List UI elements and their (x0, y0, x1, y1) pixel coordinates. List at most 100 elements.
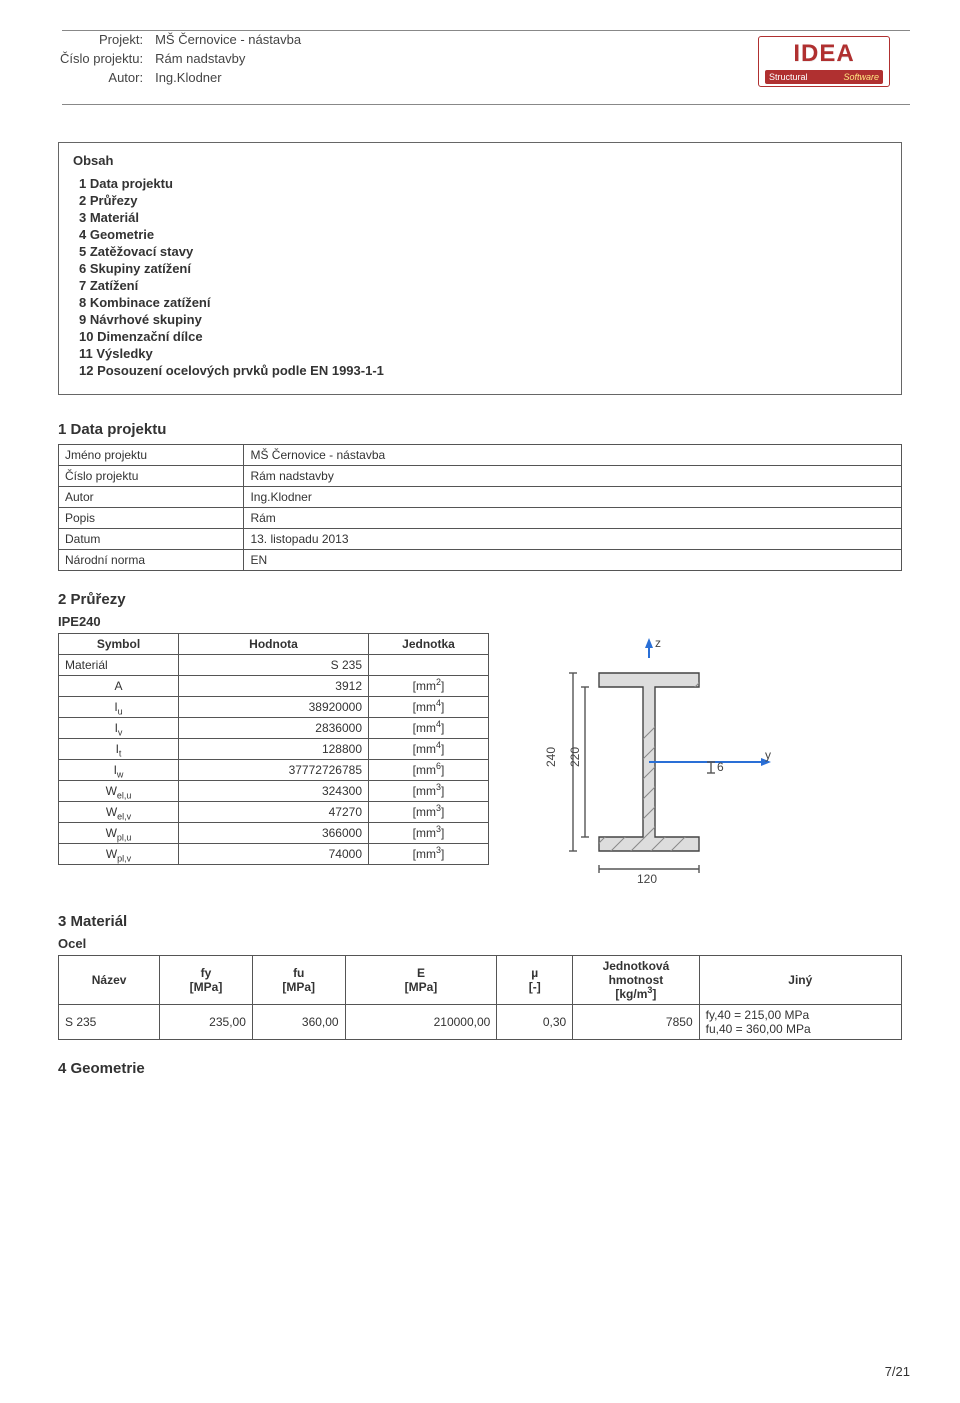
sp-sym: Wpl,u (59, 823, 179, 844)
pd-key: Jméno projektu (59, 445, 244, 466)
sp-sym: Wel,u (59, 781, 179, 802)
contents-item: 1 Data projektu (79, 176, 887, 191)
pd-val: 13. listopadu 2013 (244, 529, 902, 550)
sp-sym: A (59, 676, 179, 697)
header-label-projekt: Projekt: (54, 30, 149, 49)
axis-z-label: z (655, 636, 661, 650)
sp-head-hodnota: Hodnota (179, 634, 369, 655)
sp-unit: [mm4] (369, 739, 489, 760)
mat-mu: 0,30 (497, 1005, 573, 1040)
mat-fy: 235,00 (160, 1005, 253, 1040)
mat-head: Jednotkováhmotnost[kg/m3] (573, 956, 699, 1005)
logo-tag-left: Structural (769, 72, 808, 82)
contents-item: 12 Posouzení ocelových prvků podle EN 19… (79, 363, 887, 378)
material-table: Název fy[MPa] fu[MPa] E[MPa] µ[-] Jednot… (58, 955, 902, 1040)
sp-unit: [mm4] (369, 718, 489, 739)
mat-head: Název (59, 956, 160, 1005)
section-title-data-projektu: 1 Data projektu (58, 421, 902, 438)
sp-head-symbol: Symbol (59, 634, 179, 655)
dim-flange: 6 (717, 760, 724, 774)
mat-jiny: fy,40 = 215,00 MPa fu,40 = 360,00 MPa (699, 1005, 901, 1040)
sp-val: 324300 (179, 781, 369, 802)
contents-item: 10 Dimenzační dílce (79, 329, 887, 344)
sp-unit: [mm3] (369, 823, 489, 844)
header-value-cislo: Rám nadstavby (149, 49, 307, 68)
section-title-prurezy: 2 Průřezy (58, 591, 902, 608)
dim-120: 120 (637, 872, 657, 886)
subsection-title-ipe240: IPE240 (58, 614, 902, 629)
sp-val: 2836000 (179, 718, 369, 739)
contents-list: 1 Data projektu 2 Průřezy 3 Materiál 4 G… (73, 176, 887, 378)
sp-unit: [mm4] (369, 697, 489, 718)
axis-y-label: y (765, 748, 771, 762)
contents-title: Obsah (73, 153, 887, 168)
section-title-geometrie: 4 Geometrie (58, 1060, 902, 1077)
mat-rho: 7850 (573, 1005, 699, 1040)
sp-sym: Wpl,v (59, 844, 179, 865)
pd-val: EN (244, 550, 902, 571)
pd-val: Rám nadstavby (244, 466, 902, 487)
mat-head: µ[-] (497, 956, 573, 1005)
mat-fu: 360,00 (252, 1005, 345, 1040)
sp-val: 366000 (179, 823, 369, 844)
contents-box: Obsah 1 Data projektu 2 Průřezy 3 Materi… (58, 142, 902, 395)
mat-head: E[MPa] (345, 956, 497, 1005)
header-info-table: Projekt: MŠ Černovice - nástavba Číslo p… (54, 30, 307, 87)
header-value-autor: Ing.Klodner (149, 68, 307, 87)
section-properties-table: Symbol Hodnota Jednotka Materiál S 235 A… (58, 633, 489, 865)
sp-val: 74000 (179, 844, 369, 865)
page-header: Projekt: MŠ Černovice - nástavba Číslo p… (50, 30, 910, 108)
page-number: 7/21 (885, 1364, 910, 1379)
sp-unit: [mm2] (369, 676, 489, 697)
sp-sym: Iw (59, 760, 179, 781)
contents-item: 8 Kombinace zatížení (79, 295, 887, 310)
sp-material-unit (369, 655, 489, 676)
mat-head: fu[MPa] (252, 956, 345, 1005)
mat-nazev: S 235 (59, 1005, 160, 1040)
dim-220: 220 (568, 747, 582, 767)
mat-head: Jiný (699, 956, 901, 1005)
sp-unit: [mm3] (369, 781, 489, 802)
header-rule-top (62, 30, 910, 31)
contents-item: 2 Průřezy (79, 193, 887, 208)
sp-sym: It (59, 739, 179, 760)
header-value-projekt: MŠ Černovice - nástavba (149, 30, 307, 49)
sp-material-key: Materiál (59, 655, 179, 676)
sp-material-val: S 235 (179, 655, 369, 676)
section-title-material: 3 Materiál (58, 913, 902, 930)
pd-key: Autor (59, 487, 244, 508)
project-data-table: Jméno projektuMŠ Černovice - nástavba Čí… (58, 444, 902, 571)
sp-unit: [mm3] (369, 802, 489, 823)
sp-val: 3912 (179, 676, 369, 697)
sp-unit: [mm3] (369, 844, 489, 865)
sp-sym: Iu (59, 697, 179, 718)
i-profile-diagram: z y 240 220 120 6 (519, 633, 779, 893)
sp-unit: [mm6] (369, 760, 489, 781)
pd-val: Rám (244, 508, 902, 529)
header-rule-bottom (62, 104, 910, 105)
contents-item: 3 Materiál (79, 210, 887, 225)
logo-tag-right: Software (843, 72, 879, 82)
sp-val: 38920000 (179, 697, 369, 718)
contents-item: 9 Návrhové skupiny (79, 312, 887, 327)
sp-sym: Wel,v (59, 802, 179, 823)
brand-logo: IDEA Structural Software (758, 36, 890, 87)
contents-item: 11 Výsledky (79, 346, 887, 361)
pd-val: Ing.Klodner (244, 487, 902, 508)
sp-val: 47270 (179, 802, 369, 823)
contents-item: 5 Zatěžovací stavy (79, 244, 887, 259)
header-label-cislo: Číslo projektu: (54, 49, 149, 68)
contents-item: 4 Geometrie (79, 227, 887, 242)
sp-sym: Iv (59, 718, 179, 739)
pd-key: Datum (59, 529, 244, 550)
pd-val: MŠ Černovice - nástavba (244, 445, 902, 466)
sp-val: 128800 (179, 739, 369, 760)
pd-key: Číslo projektu (59, 466, 244, 487)
header-label-autor: Autor: (54, 68, 149, 87)
dim-240: 240 (544, 747, 558, 767)
pd-key: Národní norma (59, 550, 244, 571)
subsection-title-ocel: Ocel (58, 936, 902, 951)
mat-e: 210000,00 (345, 1005, 497, 1040)
pd-key: Popis (59, 508, 244, 529)
logo-text: IDEA (765, 40, 883, 68)
